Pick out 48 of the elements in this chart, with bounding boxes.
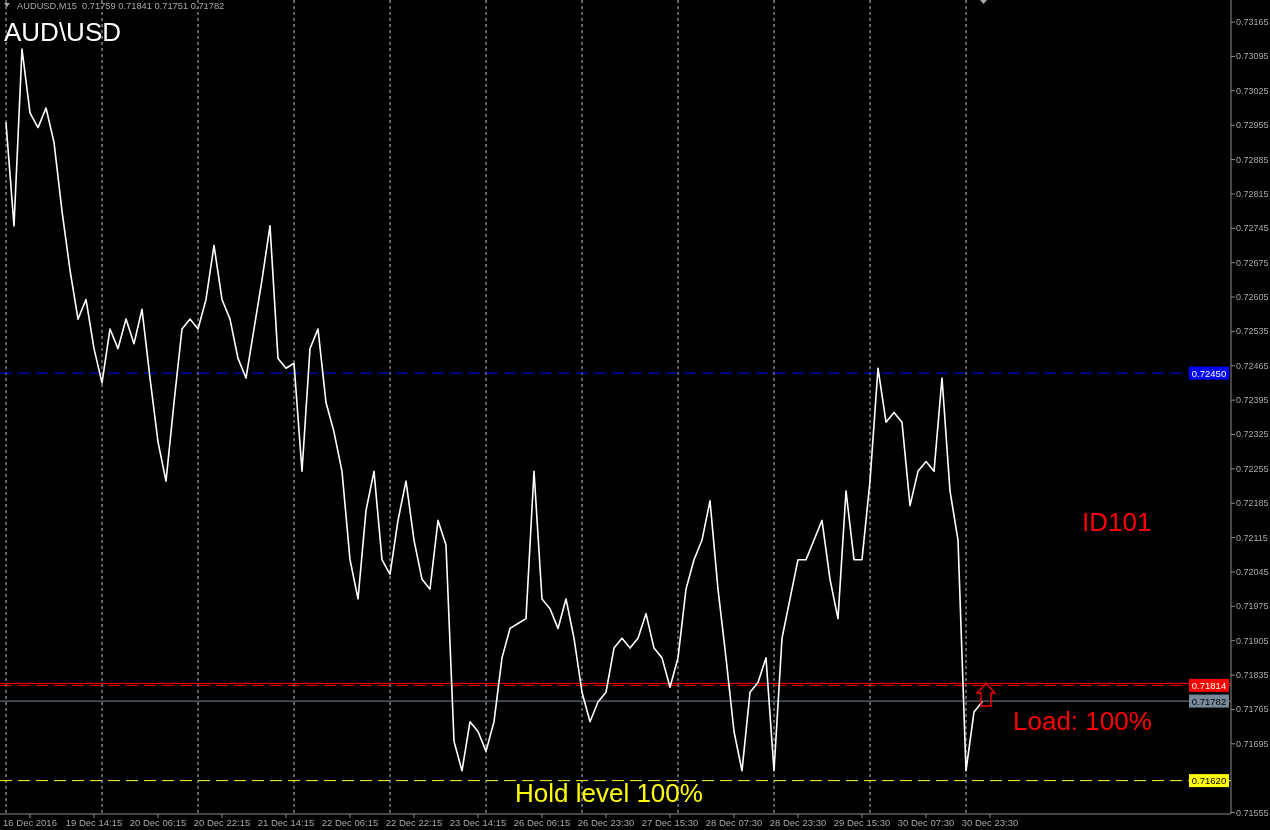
x-tick-label: 21 Dec 14:15 xyxy=(257,817,315,828)
ref-line-label: 0.71814 xyxy=(1191,679,1227,691)
y-tick-label: 0.71835 xyxy=(1236,670,1269,681)
y-tick-label: 0.72115 xyxy=(1236,532,1268,543)
y-tick-label: 0.72675 xyxy=(1236,257,1269,268)
x-tick-label: 20 Dec 22:15 xyxy=(193,817,251,828)
y-tick-label: 0.72325 xyxy=(1236,429,1269,440)
y-tick-label: 0.72255 xyxy=(1236,463,1269,474)
text: AUD\USD xyxy=(4,17,122,47)
x-tick-label: 22 Dec 06:15 xyxy=(321,817,379,828)
y-tick-label: 0.71555 xyxy=(1236,807,1269,818)
x-tick-label: 16 Dec 2016 xyxy=(3,817,57,828)
ref-line-label: 0.71782 xyxy=(1191,695,1227,707)
chart-subtitle: AUDUSD,M15 0.71759 0.71841 0.71751 0.71782 xyxy=(17,1,225,11)
annotation: ID101 xyxy=(1082,507,1152,537)
y-tick-label: 0.72745 xyxy=(1236,223,1269,234)
y-tick-label: 0.72605 xyxy=(1236,292,1269,303)
ref-line-label: 0.71620 xyxy=(1191,775,1227,787)
y-tick-label: 0.72535 xyxy=(1236,326,1269,337)
y-tick-label: 0.72885 xyxy=(1236,154,1269,165)
y-tick-label: 0.73025 xyxy=(1236,85,1269,96)
y-tick-label: 0.71975 xyxy=(1236,601,1269,612)
x-tick-label: 30 Dec 23:30 xyxy=(961,817,1019,828)
x-tick-label: 27 Dec 15:30 xyxy=(641,817,699,828)
ref-line-label: 0.72450 xyxy=(1191,367,1227,379)
x-tick-label: 26 Dec 23:30 xyxy=(577,817,635,828)
x-tick-label: 28 Dec 23:30 xyxy=(769,817,827,828)
y-tick-label: 0.71905 xyxy=(1236,635,1269,646)
x-tick-label: 30 Dec 07:30 xyxy=(897,817,955,828)
y-tick-label: 0.72185 xyxy=(1236,498,1269,509)
x-tick-label: 19 Dec 14:15 xyxy=(65,817,123,828)
x-tick-label: 29 Dec 15:30 xyxy=(833,817,891,828)
x-tick-label: 20 Dec 06:15 xyxy=(129,817,187,828)
y-tick-label: 0.72955 xyxy=(1236,120,1269,131)
y-tick-label: 0.72815 xyxy=(1236,188,1269,199)
y-tick-label: 0.73165 xyxy=(1236,17,1269,28)
annotation: Load: 100% xyxy=(1013,706,1152,736)
x-tick-label: 23 Dec 14:15 xyxy=(449,817,507,828)
y-tick-label: 0.72045 xyxy=(1236,566,1269,577)
x-tick-label: 26 Dec 06:15 xyxy=(513,817,571,828)
y-tick-label: 0.72465 xyxy=(1236,360,1269,371)
x-tick-label: 22 Dec 22:15 xyxy=(385,817,443,828)
x-tick-label: 28 Dec 07:30 xyxy=(705,817,763,828)
annotation: Hold level 100% xyxy=(515,778,703,808)
y-tick-label: 0.71695 xyxy=(1236,738,1269,749)
y-tick-label: 0.73095 xyxy=(1236,51,1269,62)
y-tick-label: 0.72395 xyxy=(1236,395,1269,406)
y-tick-label: 0.71765 xyxy=(1236,704,1269,715)
